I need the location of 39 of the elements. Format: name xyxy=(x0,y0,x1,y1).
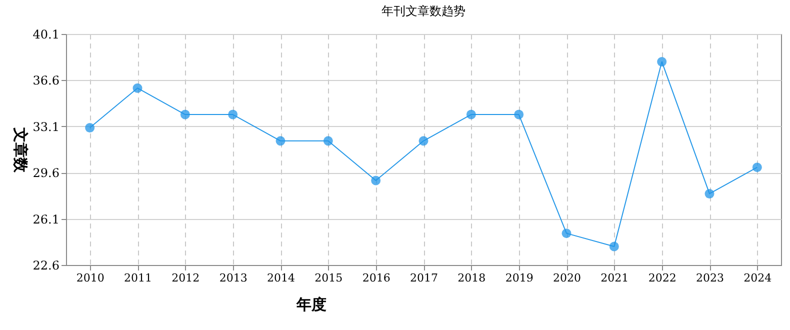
x-tick-label: 2015 xyxy=(314,272,343,284)
point xyxy=(657,56,667,66)
x-tick-label: 2011 xyxy=(124,272,152,284)
y-tick-label: 22.6 xyxy=(32,258,60,272)
point xyxy=(323,136,333,146)
point xyxy=(704,188,714,198)
x-tick-label: 2023 xyxy=(696,272,724,284)
x-axis-title: 年度 xyxy=(296,296,326,314)
x-tick-label: 2022 xyxy=(648,272,676,284)
x-tick-label: 2013 xyxy=(219,272,248,284)
x-tick-label: 2024 xyxy=(744,272,772,284)
x-tick-label: 2016 xyxy=(362,272,390,284)
point xyxy=(752,162,762,172)
x-tick-label: 2020 xyxy=(553,272,581,284)
point xyxy=(466,110,476,120)
x-tick-label: 2021 xyxy=(600,272,629,284)
point xyxy=(371,176,381,186)
point xyxy=(418,136,428,146)
y-axis-title: 文章数 xyxy=(12,126,30,174)
point xyxy=(562,228,572,238)
point xyxy=(180,110,190,120)
point xyxy=(609,242,619,252)
y-tick-label: 29.6 xyxy=(32,166,60,180)
point xyxy=(132,83,142,93)
point xyxy=(276,136,286,146)
x-tick-label: 2010 xyxy=(76,272,104,284)
y-tick-label: 26.1 xyxy=(32,212,60,226)
y-tick-label: 33.1 xyxy=(32,120,60,134)
x-tick-label: 2017 xyxy=(410,272,438,284)
y-tick-label: 36.6 xyxy=(32,74,60,88)
point xyxy=(85,122,95,132)
x-tick-label: 2014 xyxy=(267,272,295,284)
y-tick-label: 40.1 xyxy=(32,28,60,42)
point xyxy=(514,110,524,120)
point xyxy=(228,110,238,120)
x-tick-label: 2019 xyxy=(505,272,534,284)
x-tick-label: 2012 xyxy=(172,272,200,284)
chart-title: 年刊文章数趋势 xyxy=(382,4,466,18)
x-tick-label: 2018 xyxy=(458,272,486,284)
